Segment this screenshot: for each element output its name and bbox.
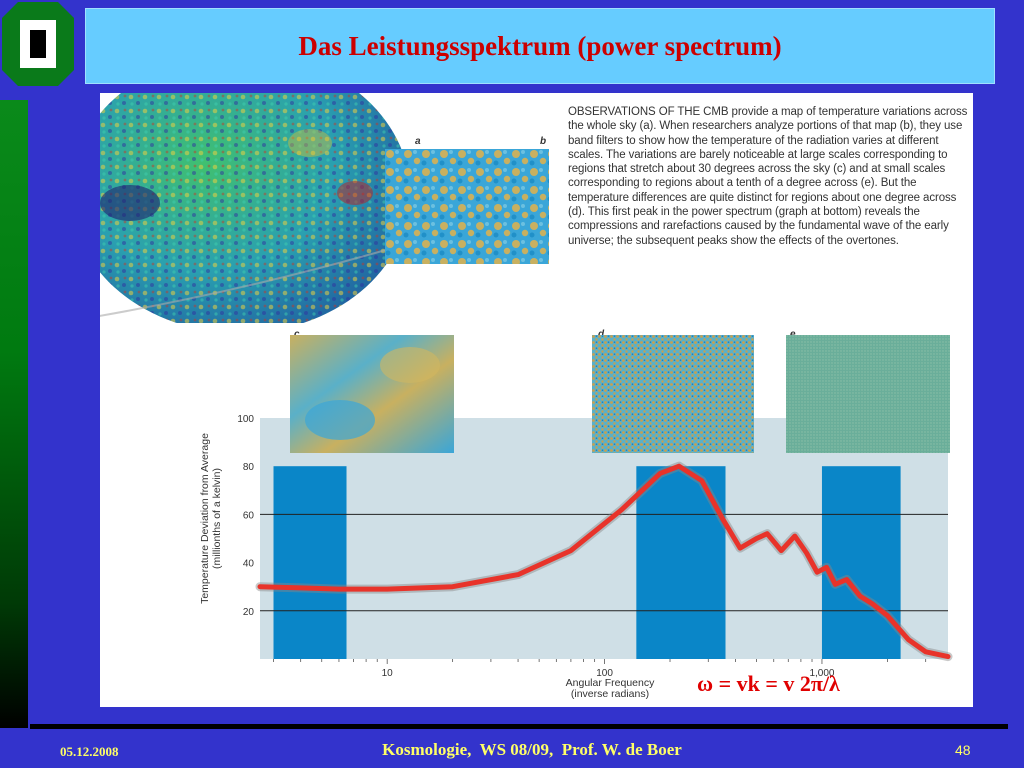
curve-point (825, 565, 829, 569)
curve-point (858, 594, 862, 598)
curve-point (385, 587, 389, 591)
curve-point (620, 508, 624, 512)
sky-patch-d-image (592, 335, 754, 453)
curve-point (721, 517, 725, 521)
angular-frequency-formula: ω = vk = v 2π/λ (697, 671, 840, 696)
all-sky-map-image (100, 93, 411, 323)
curve-point (569, 549, 573, 553)
curve-point (516, 573, 520, 577)
y-axis-label: Temperature Deviation from Average(milli… (199, 433, 223, 604)
curve-point (337, 587, 341, 591)
x-tick-label: 100 (596, 668, 613, 679)
curve-point (700, 479, 704, 483)
title-box: Das Leistungsspektrum (power spectrum) (85, 8, 995, 84)
curve-point (658, 471, 662, 475)
power-spectrum-curve (257, 463, 951, 660)
y-tick-label: 40 (243, 559, 255, 570)
curve-point (755, 537, 759, 540)
sky-patch-c-image (290, 335, 454, 453)
figure-panel: a b OBSERVATIONS OF THE CMB provide a ma… (100, 93, 973, 707)
curve-point (258, 585, 262, 589)
sky-patch-b-image (385, 149, 549, 264)
curve-point (815, 570, 819, 574)
panel-label-e: e (790, 329, 796, 340)
footer-divider (30, 724, 1008, 729)
panel-label-b: b (540, 136, 547, 147)
curve-point (833, 582, 837, 586)
x-tick-label: 1,000 (809, 668, 834, 679)
y-tick-label: 80 (243, 462, 255, 473)
curve-point (738, 546, 742, 550)
curve-point (906, 638, 910, 642)
curve-point (765, 532, 769, 536)
sky-patch-e-image (786, 335, 950, 453)
curve-point (451, 585, 455, 589)
curve-point (677, 464, 681, 468)
university-logo (2, 2, 74, 86)
band-filter-1 (273, 466, 347, 659)
curve-point (946, 655, 950, 659)
y-tick-label: 100 (237, 414, 254, 425)
curve-point (779, 549, 783, 553)
page-number: 48 (955, 742, 971, 758)
sidebar-gradient-bar (0, 100, 28, 728)
slide-title: Das Leistungsspektrum (power spectrum) (298, 30, 782, 61)
curve-point (805, 551, 809, 555)
footer-course-info: Kosmologie, WS 08/09, Prof. W. de Boer (382, 740, 682, 759)
figure-caption: OBSERVATIONS OF THE CMB provide a map of… (568, 106, 968, 247)
curve-point (924, 650, 928, 654)
curve-point (845, 577, 849, 581)
panel-label-c: c (294, 329, 300, 340)
x-tick-label: 10 (382, 668, 394, 679)
y-tick-label: 60 (243, 510, 255, 521)
curve-point (885, 614, 889, 618)
x-axis-label: Angular Frequency (inverse radians) (566, 677, 655, 700)
panel-label-a: a (415, 136, 421, 147)
footer-date: 05.12.2008 (60, 744, 119, 759)
power-spectrum-chart: 20 40 60 80 100 10 100 1,000 Temperature Deviati… (199, 414, 953, 700)
panel-label-d: d (598, 329, 605, 340)
curve-point (870, 602, 874, 606)
y-tick-label: 20 (243, 607, 255, 618)
curve-point (793, 534, 797, 538)
band-filter-3 (821, 466, 901, 659)
curve-point (299, 586, 303, 590)
